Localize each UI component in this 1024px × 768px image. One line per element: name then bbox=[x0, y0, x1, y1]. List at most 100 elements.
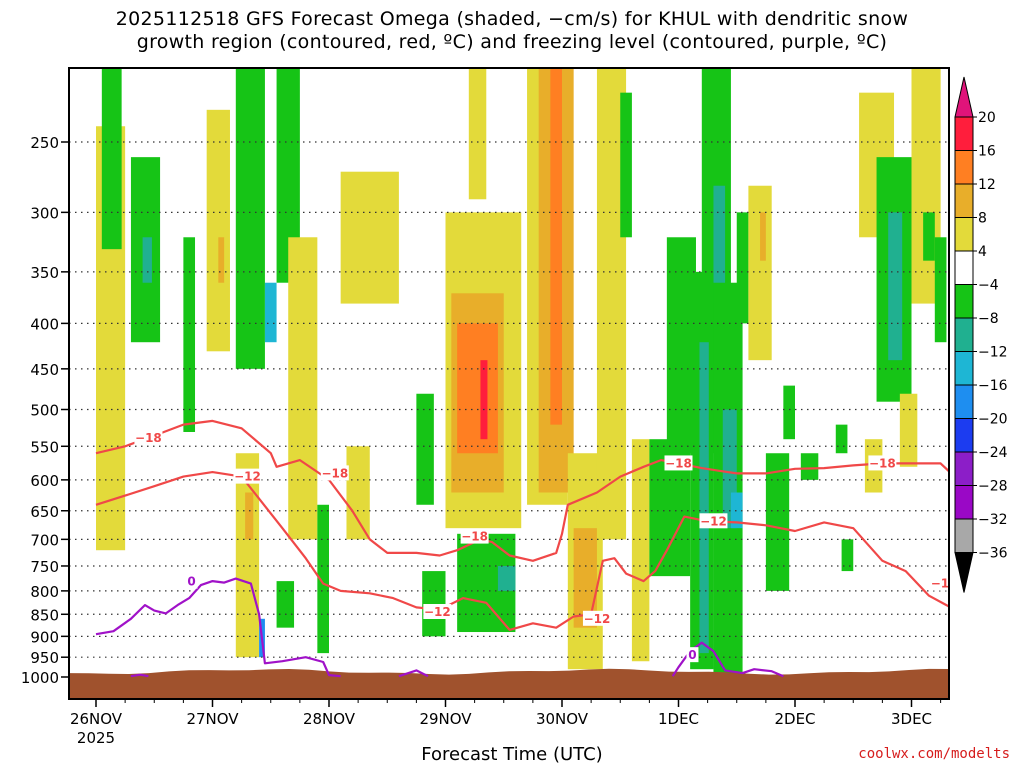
omega-cell bbox=[620, 92, 632, 238]
omega-cell bbox=[981, 581, 998, 610]
omega-cell bbox=[923, 212, 935, 261]
freezing-level-0-line bbox=[95, 577, 341, 678]
x-tick-label: 29NOV bbox=[419, 710, 472, 728]
omega-cell bbox=[101, 68, 122, 250]
plot-frame bbox=[68, 67, 950, 700]
dgz-minus-12-label-bg bbox=[699, 513, 728, 529]
y-tick-label: 750 bbox=[30, 558, 59, 576]
freezing-level-0-label: 0 bbox=[187, 575, 195, 589]
omega-cell bbox=[422, 571, 446, 637]
y-tick-label: 800 bbox=[30, 583, 59, 601]
credit-text: coolwx.com/modelts bbox=[858, 746, 1010, 762]
omega-cell bbox=[736, 212, 749, 324]
y-tick-label: 350 bbox=[30, 264, 59, 282]
y-tick-label: 500 bbox=[30, 402, 59, 420]
omega-cell bbox=[235, 68, 265, 369]
colorbar-label: −20 bbox=[978, 412, 1008, 428]
chart-title-line-1: 2025112518 GFS Forecast Omega (shaded, −… bbox=[115, 8, 909, 30]
dgz-minus-18-label: −18 bbox=[665, 456, 692, 470]
omega-cell bbox=[1011, 56, 1024, 249]
y-tick-label: 1000 bbox=[21, 669, 59, 687]
colorbar-label: 16 bbox=[978, 144, 996, 160]
omega-cell bbox=[317, 504, 329, 654]
colorbar-swatch bbox=[954, 150, 974, 185]
x-tick-label: 2DEC bbox=[774, 710, 815, 728]
dgz-minus-18-label: −18 bbox=[321, 466, 348, 480]
omega-cell bbox=[457, 323, 498, 454]
omega-cell bbox=[276, 581, 295, 628]
colorbar-swatch bbox=[954, 183, 974, 218]
pressure-axis: 250 300 350 400 450 500 550 600 650 700 750 800 850 9… bbox=[21, 134, 69, 687]
y-tick-label: 450 bbox=[30, 361, 59, 379]
omega-cell bbox=[899, 393, 918, 467]
omega-cell bbox=[276, 68, 300, 283]
omega-cell bbox=[142, 237, 152, 283]
colorbar-label: 8 bbox=[978, 211, 987, 227]
colorbar-swatch bbox=[954, 284, 974, 319]
colorbar-swatch bbox=[954, 451, 974, 486]
dgz-minus-18-label-bg bbox=[868, 455, 897, 471]
colorbar-label: −32 bbox=[978, 512, 1008, 528]
x-tick-label: 26NOV bbox=[70, 710, 123, 728]
colorbar-swatch bbox=[954, 485, 974, 520]
freezing-level-0-1dec-line bbox=[671, 641, 784, 678]
dgz-minus-12-label: −12 bbox=[931, 577, 958, 591]
omega-colorbar: 20 16 12 8 4 −4 −8 −12 −16 −20 −24 −28 −32 −36 bbox=[954, 76, 1008, 593]
dgz-minus-12-label: −12 bbox=[700, 514, 727, 528]
x-tick-label: 28NOV bbox=[303, 710, 356, 728]
y-tick-label: 600 bbox=[30, 472, 59, 490]
colorbar-under-arrow bbox=[954, 552, 974, 593]
dgz-minus-12-label: −12 bbox=[584, 612, 611, 626]
freezing-level-0-label-bg bbox=[185, 573, 198, 589]
colorbar-label: −36 bbox=[978, 546, 1008, 562]
colorbar-swatch bbox=[954, 317, 974, 352]
dgz-minus-12-label-bg bbox=[930, 575, 949, 591]
y-tick-label: 950 bbox=[30, 649, 59, 667]
freezing-level-0-1dec-label: 0 bbox=[688, 648, 696, 662]
colorbar-swatch bbox=[954, 518, 974, 553]
colorbar-label: −28 bbox=[978, 479, 1008, 495]
omega-cell bbox=[573, 528, 597, 628]
omega-cell bbox=[888, 212, 903, 361]
omega-cell bbox=[340, 171, 399, 304]
omega-cell bbox=[765, 453, 790, 591]
omega-cell bbox=[468, 68, 487, 200]
omega-cell bbox=[699, 342, 709, 654]
dgz-minus-12-label: −12 bbox=[234, 470, 261, 484]
colorbar-swatch bbox=[954, 384, 974, 419]
pressure-gridlines bbox=[69, 141, 949, 678]
omega-cell bbox=[783, 385, 795, 440]
omega-cell bbox=[841, 539, 854, 572]
dgz-minus-12-label: −12 bbox=[424, 605, 451, 619]
colorbar-label: 12 bbox=[978, 177, 996, 193]
dgz-minus-18-label-bg bbox=[134, 429, 163, 445]
colorbar-swatch bbox=[954, 351, 974, 386]
y-tick-label: 900 bbox=[30, 628, 59, 646]
colorbar-label: −16 bbox=[978, 378, 1008, 394]
dgz-minus-12-label-bg bbox=[423, 604, 452, 620]
dgz-minus-18-label: −18 bbox=[869, 456, 896, 470]
dgz-minus-18-label-bg bbox=[320, 465, 349, 481]
dgz-minus-18-label: −18 bbox=[461, 530, 488, 544]
colorbar-label: −24 bbox=[978, 445, 1008, 461]
freezing-level-0-early-line bbox=[130, 673, 149, 678]
omega-cell bbox=[934, 237, 947, 343]
omega-cell bbox=[416, 393, 434, 505]
omega-cell bbox=[183, 237, 196, 432]
dgz-minus-12-label-bg bbox=[233, 468, 262, 484]
colorbar-label: −8 bbox=[978, 311, 999, 327]
omega-shading bbox=[96, 56, 1024, 677]
omega-cell bbox=[835, 424, 848, 454]
colorbar-swatch bbox=[954, 217, 974, 252]
omega-cell bbox=[730, 492, 743, 529]
omega-cell bbox=[206, 109, 230, 352]
y-tick-label: 250 bbox=[30, 134, 59, 152]
x-tick-label: 27NOV bbox=[186, 710, 239, 728]
chart-title-line-2: growth region (contoured, red, ºC) and f… bbox=[136, 31, 888, 53]
freezing-level-0-29nov-line bbox=[398, 669, 429, 678]
dgz-minus-12-label-bg bbox=[582, 610, 611, 626]
x-tick-label: 1DEC bbox=[658, 710, 699, 728]
colorbar-swatch bbox=[954, 250, 974, 285]
omega-cell bbox=[235, 453, 260, 658]
dgz-minus-18-label: −18 bbox=[135, 431, 162, 445]
